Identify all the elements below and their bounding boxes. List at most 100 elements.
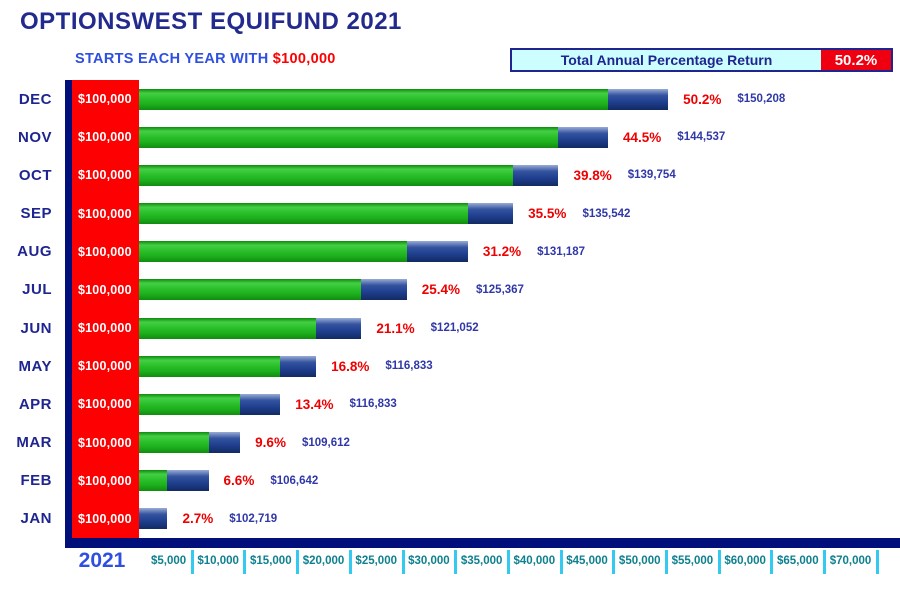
- month-axis: DEC NOV OCT SEP AUG JUL JUN MAY APR MAR FEB JAN: [0, 80, 60, 538]
- bar-segment-green: [139, 317, 317, 339]
- x-axis-tick: [243, 550, 247, 574]
- month-label: MAY: [18, 357, 52, 375]
- percent-label: 50.2%: [683, 91, 722, 107]
- start-value-column: $100,000 $100,000 $100,000 $100,000 $100,000…: [72, 80, 139, 538]
- bar-segment-green: [139, 88, 609, 110]
- subtitle-amount: $100,000: [272, 51, 336, 67]
- start-value-cell: $100,000: [78, 168, 132, 183]
- bar-segment-navy: [558, 126, 609, 148]
- value-label: $121,052: [430, 322, 479, 335]
- x-axis-tick: [770, 550, 774, 574]
- x-axis-labels: 2021 $5,000 $10,000 $15,000 $20,000 $25,000 $…: [0, 548, 900, 591]
- x-axis-tick-label: $20,000: [302, 555, 345, 567]
- page-title: OPTIONSWEST EQUIFUND 2021: [20, 8, 402, 35]
- value-label: $144,537: [677, 131, 726, 144]
- percent-label: 16.8%: [331, 358, 370, 374]
- x-axis-tick-label: $10,000: [197, 555, 239, 567]
- start-value-cell: $100,000: [78, 359, 132, 374]
- bar-row: 16.8% $116,833: [139, 347, 900, 385]
- month-label: MAR: [16, 434, 52, 452]
- percent-label: 2.7%: [182, 511, 214, 527]
- start-value-cell: $100,000: [78, 206, 132, 221]
- bar-row: 35.5% $135,542: [139, 195, 900, 233]
- x-axis-tick: [717, 550, 721, 574]
- start-value-cell: $100,000: [78, 397, 132, 412]
- total-annual-return-label: Total Annual Percentage Return: [560, 52, 773, 68]
- x-axis-line: [65, 538, 900, 548]
- y-axis-line: [65, 80, 72, 548]
- bar-segment-green: [139, 203, 468, 225]
- month-label: DEC: [18, 90, 52, 108]
- percent-label: 6.6%: [223, 473, 255, 489]
- month-label: AUG: [17, 243, 52, 261]
- bar-row: 13.4% $116,833: [139, 385, 900, 423]
- x-axis-tick-label: $45,000: [566, 555, 608, 567]
- x-axis-year-label: 2021: [78, 549, 126, 572]
- x-axis-tick-label: $65,000: [777, 555, 819, 567]
- percent-label: 25.4%: [421, 282, 460, 298]
- bar-segment-navy: [406, 241, 468, 263]
- total-annual-return-value: 50.2%: [821, 50, 891, 70]
- bar-row: 39.8% $139,754: [139, 156, 900, 194]
- x-axis-tick-label: $55,000: [671, 555, 714, 567]
- bar-row: 25.4% $125,367: [139, 271, 900, 309]
- x-axis-tick: [190, 550, 194, 574]
- value-label: $139,754: [627, 169, 676, 182]
- value-label: $125,367: [475, 283, 524, 296]
- x-axis-tick: [401, 550, 405, 574]
- value-label: $131,187: [537, 245, 586, 258]
- subtitle-text: STARTS EACH YEAR WITH: [75, 51, 273, 67]
- value-label: $150,208: [737, 93, 786, 106]
- x-axis-tick: [559, 550, 563, 574]
- x-axis-tick: [665, 550, 668, 574]
- x-axis-tick: [612, 550, 616, 574]
- x-axis-tick: [348, 550, 352, 574]
- subtitle: STARTS EACH YEAR WITH $100,000: [75, 51, 336, 67]
- value-label: $135,542: [582, 207, 631, 220]
- month-label: FEB: [20, 472, 52, 490]
- x-axis-tick-label: $5,000: [151, 555, 187, 567]
- bars-area: 50.2% $150,208 44.5% $144,537 39.8% $139,754 3…: [139, 80, 900, 538]
- percent-label: 9.6%: [255, 435, 286, 451]
- x-axis-tick-label: $40,000: [513, 555, 556, 567]
- percent-label: 21.1%: [376, 320, 415, 336]
- x-axis-tick-label: $70,000: [829, 555, 872, 567]
- x-axis-tick-label: $25,000: [355, 555, 397, 567]
- bar-segment-navy: [208, 432, 241, 454]
- month-label: JUL: [22, 281, 52, 299]
- bar-segment-navy: [513, 164, 559, 186]
- x-axis-tick: [875, 550, 879, 574]
- x-axis-tick-label: $15,000: [250, 555, 292, 567]
- x-axis-tick: [506, 550, 510, 574]
- bar-segment-green: [139, 432, 209, 454]
- x-axis-tick-label: $35,000: [460, 555, 503, 567]
- x-axis-tick: [296, 550, 300, 574]
- percent-label: 44.5%: [623, 129, 662, 145]
- bar-segment-navy: [240, 393, 281, 415]
- month-label: JUN: [20, 319, 52, 337]
- start-value-cell: $100,000: [78, 282, 132, 297]
- bar-segment-navy: [139, 508, 168, 530]
- bar-row: 2.7% $102,719: [139, 500, 900, 538]
- month-label: NOV: [17, 128, 52, 146]
- percent-label: 31.2%: [482, 244, 522, 260]
- value-label: $102,719: [229, 512, 278, 525]
- bar-segment-green: [139, 355, 281, 377]
- value-label: $109,612: [301, 436, 350, 449]
- bar-row: 31.2% $131,187: [139, 233, 900, 271]
- start-value-cell: $100,000: [78, 92, 132, 107]
- bar-row: 50.2% $150,208: [139, 80, 900, 118]
- x-axis-tick: [823, 550, 827, 574]
- bar-segment-navy: [316, 317, 362, 339]
- month-label: JAN: [20, 510, 52, 528]
- month-label: APR: [18, 395, 52, 413]
- x-axis-tick-label: $50,000: [618, 555, 661, 567]
- percent-label: 39.8%: [573, 167, 612, 183]
- start-value-cell: $100,000: [78, 321, 132, 336]
- value-label: $106,642: [270, 474, 319, 487]
- value-label: $116,833: [385, 360, 433, 373]
- bar-segment-navy: [167, 470, 209, 492]
- bar-row: 44.5% $144,537: [139, 118, 900, 156]
- start-value-cell: $100,000: [78, 511, 132, 526]
